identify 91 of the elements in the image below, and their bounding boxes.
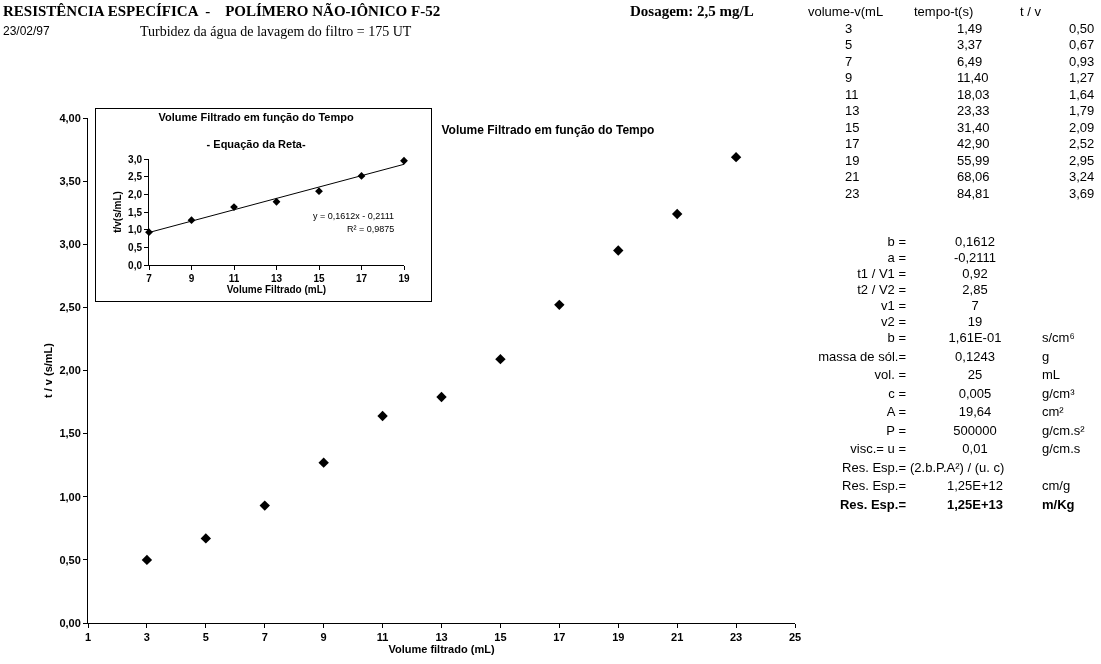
text: t2 / V2 = 2,85	[857, 282, 988, 297]
y-tick-label: 3,0	[128, 153, 143, 165]
point	[315, 187, 323, 196]
text: RESISTÊNCIA ESPECÍFICA - POLÍMERO NÃO-IÔNICO F-52	[3, 3, 441, 20]
y-tick-label: 0,5	[128, 241, 143, 253]
x-tick-label: 19	[612, 631, 625, 644]
text: Res. Esp.= 1,25E+13 m/Kg	[839, 496, 1075, 512]
text: v1 = 7	[881, 298, 979, 313]
x-tick-label: 7	[146, 273, 153, 284]
y-tick-label: 0,00	[59, 616, 81, 629]
y-tick-label: 1,00	[59, 490, 81, 503]
point	[259, 500, 270, 511]
y-tick-label: 1,5	[128, 206, 143, 218]
text: vol. = 25 mL	[874, 367, 1061, 382]
text: 11 18,03 1,64	[845, 86, 1095, 102]
text: Res. Esp.= (2.b.P.A²) / (u. c)	[842, 459, 1005, 475]
point	[141, 554, 153, 566]
point	[613, 245, 624, 256]
y-axis-title: t/v(s/mL)	[112, 191, 124, 233]
text: 15 31,40 2,09	[845, 119, 1095, 135]
x-tick-label: 13	[270, 273, 283, 284]
y-tick-label: 0,50	[59, 553, 81, 566]
y-tick-label: 0,0	[128, 259, 143, 271]
x-tick-label: 9	[320, 631, 327, 644]
x-tick-label: 19	[398, 273, 410, 284]
text: v2 = 19	[881, 314, 983, 329]
text: A = 19,64 cm²	[886, 404, 1064, 419]
text: Turbidez da água de lavagem do filtro = 175 UT	[140, 24, 412, 40]
point	[671, 208, 683, 220]
x-axis-title: Volume filtrado (mL)	[388, 643, 495, 656]
text: 17 42,90 2,52	[845, 136, 1095, 151]
x-tick-label: 17	[355, 273, 368, 284]
x-tick-label: 11	[228, 273, 240, 284]
point	[200, 533, 212, 544]
x-tick-label: 15	[313, 273, 325, 284]
text: a = -0,2111	[887, 250, 997, 265]
x-tick-label: 21	[671, 631, 684, 644]
y-tick-label: 2,00	[59, 364, 81, 377]
text: visc.= u = 0,01 g/cm.s	[850, 441, 1081, 456]
y-tick-label: 1,50	[59, 427, 81, 440]
x-tick-label: 3	[143, 631, 150, 644]
x-tick-label: 15	[494, 631, 507, 644]
y-tick-label: 2,5	[128, 171, 143, 183]
y-tick-label: 3,50	[59, 174, 81, 187]
text: 3 1,49 0,50	[845, 20, 1095, 36]
y-tick-label: 2,50	[59, 301, 81, 314]
annotation: y = 0,1612x - 0,2111	[313, 211, 394, 221]
x-tick-label: 23	[729, 631, 743, 644]
text: Res. Esp.= 1,25E+12 cm/g	[842, 478, 1071, 493]
text: 23/02/97	[3, 24, 50, 38]
text: 19 55,99 2,95	[845, 152, 1095, 168]
chart-title: Volume Filtrado em função do Tempo	[158, 110, 354, 123]
text: t1 / V1 = 0,92	[857, 266, 988, 281]
text: 13 23,33 1,79	[845, 103, 1095, 118]
text: c = 0,005 g/cm³	[888, 385, 1075, 401]
annotation: R² = 0,9875	[347, 224, 395, 234]
x-tick-label: 17	[553, 631, 566, 644]
text: 5 3,37 0,67	[845, 37, 1095, 52]
y-tick-label: 1,0	[128, 224, 143, 236]
text: 23 84,81 3,69	[845, 185, 1095, 201]
x-tick-label: 1	[84, 631, 92, 644]
point	[272, 197, 281, 206]
y-tick-label: 4,00	[59, 111, 81, 124]
x-tick-label: 5	[202, 631, 209, 644]
y-tick-label: 3,00	[59, 238, 81, 251]
text: P = 500000 g/cm.s²	[886, 422, 1085, 438]
point	[377, 410, 388, 422]
point	[495, 353, 506, 365]
point	[400, 156, 408, 165]
text: 21 68,06 3,24	[845, 169, 1095, 184]
point	[730, 151, 742, 163]
text: b = 1,61E-01 s/cm⁶	[887, 330, 1075, 345]
point	[318, 457, 329, 468]
text: volume-v(mL tempo-t(s) t / v	[808, 4, 1041, 19]
x-tick-label: 13	[435, 631, 448, 644]
x-tick-label: 11	[376, 631, 389, 644]
text: 9 11,40 1,27	[845, 70, 1095, 85]
y-tick-label: 2,0	[128, 188, 143, 200]
x-tick-label: 7	[261, 631, 268, 644]
text: 7 6,49 0,93	[845, 53, 1095, 69]
chart-subtitle: - Equação da Reta-	[206, 137, 306, 150]
x-axis-title: Volume Filtrado (mL)	[226, 284, 327, 295]
text: massa de sól.= 0,1243 g	[818, 348, 1050, 364]
point	[436, 391, 447, 403]
chart-title: Volume Filtrado em função do Tempo	[441, 122, 655, 137]
x-tick-label: 25	[788, 631, 802, 644]
x-tick-label: 9	[188, 273, 195, 284]
text: Dosagem: 2,5 mg/L	[630, 3, 754, 20]
y-axis-title: t / v (s/mL)	[42, 342, 55, 399]
text: b = 0,1612	[887, 234, 995, 249]
point	[554, 299, 565, 311]
